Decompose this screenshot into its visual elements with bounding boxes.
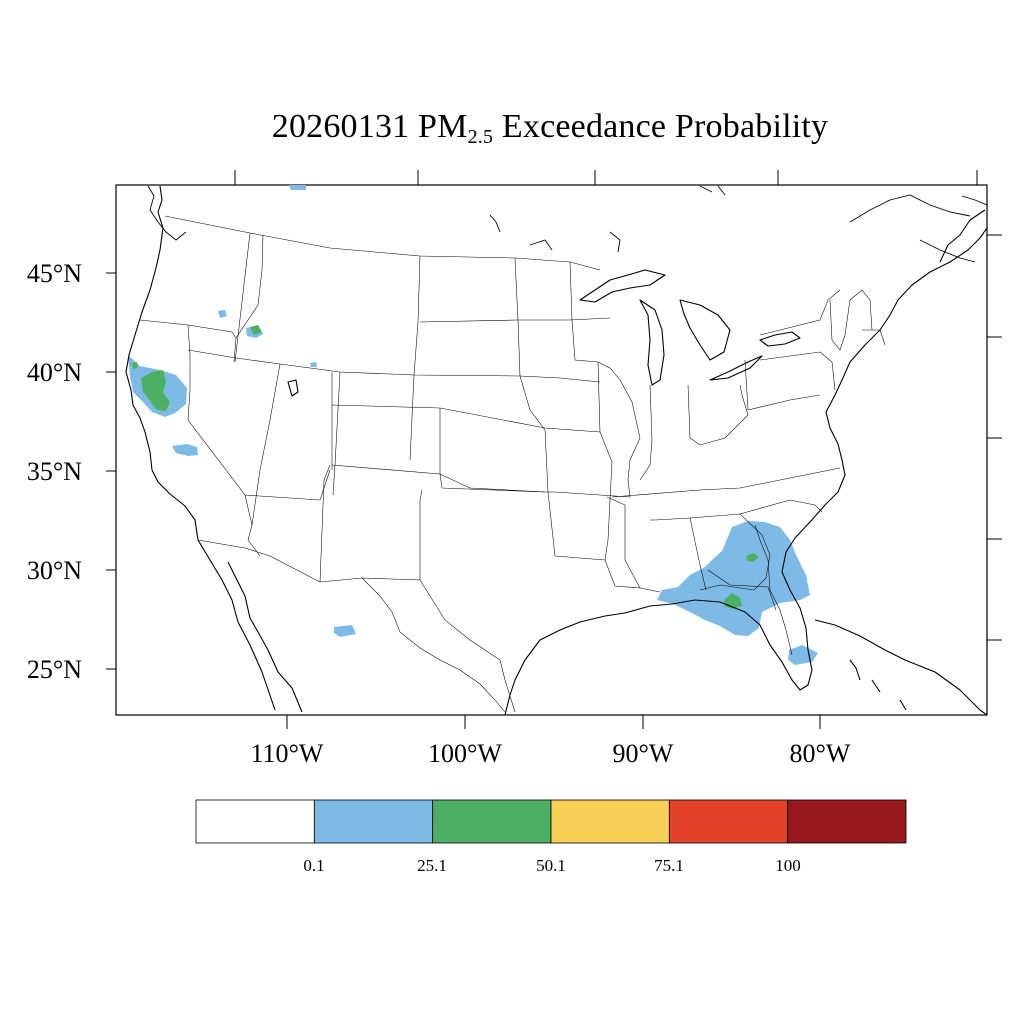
prob-area-mexico bbox=[334, 625, 356, 637]
prob-area-california-core bbox=[141, 370, 170, 411]
coastlines bbox=[125, 185, 987, 715]
lat-label-35: 35°N bbox=[27, 457, 82, 486]
colorbar-segment bbox=[313, 799, 434, 844]
lon-label-100: 100°W bbox=[428, 739, 502, 768]
lat-labels: 45°N 40°N 35°N 30°N 25°N bbox=[27, 259, 82, 684]
baja-coastline bbox=[197, 539, 276, 711]
colorbar-segment bbox=[668, 799, 789, 844]
lat-ticks bbox=[106, 272, 116, 670]
great-lakes-michigan bbox=[639, 299, 665, 386]
great-salt-lake bbox=[287, 379, 299, 397]
baja-east-coastline bbox=[227, 561, 303, 713]
colorbar-label: 0.1 bbox=[303, 856, 324, 875]
mexico-borders bbox=[361, 577, 506, 713]
prob-area-idaho-core bbox=[250, 325, 262, 335]
great-lakes-superior bbox=[579, 269, 666, 303]
gulf-st-lawrence bbox=[939, 209, 986, 263]
prob-area-oregon-spot bbox=[218, 310, 227, 318]
prob-area-southeast bbox=[657, 521, 810, 636]
colorbar-segment bbox=[787, 799, 907, 844]
lat-label-25: 25°N bbox=[27, 655, 82, 684]
colorbar bbox=[195, 799, 907, 844]
colorbar-label: 25.1 bbox=[417, 856, 447, 875]
great-lakes-ontario bbox=[759, 331, 801, 347]
east-coastline bbox=[781, 227, 987, 651]
lon-label-110: 110°W bbox=[251, 739, 324, 768]
lon-label-80: 80°W bbox=[790, 739, 851, 768]
lon-ticks bbox=[286, 715, 821, 729]
lat-label-45: 45°N bbox=[27, 259, 82, 288]
west-coastline bbox=[125, 185, 199, 541]
colorbar-label: 50.1 bbox=[536, 856, 566, 875]
great-lakes-huron bbox=[679, 299, 731, 361]
canada-details bbox=[147, 185, 987, 263]
cuba-outline bbox=[814, 619, 987, 715]
state-borders bbox=[139, 215, 886, 713]
map-content bbox=[125, 185, 987, 715]
gulf-coastline bbox=[504, 599, 813, 715]
prob-area-georgia-core bbox=[746, 553, 759, 562]
colorbar-label: 100 bbox=[775, 856, 801, 875]
prob-areas-low bbox=[128, 185, 818, 665]
colorbar-label: 75.1 bbox=[654, 856, 684, 875]
great-lakes-erie bbox=[709, 355, 763, 381]
lon-label-90: 90°W bbox=[613, 739, 674, 768]
map-frame bbox=[115, 184, 988, 716]
prob-area-canada-spot bbox=[289, 185, 306, 190]
colorbar-segment bbox=[195, 799, 315, 844]
colorbar-segment bbox=[432, 799, 552, 844]
chart-title: 20260131 PM2.5 Exceedance Probability bbox=[0, 108, 1024, 149]
title-suffix: Exceedance Probability bbox=[493, 108, 829, 145]
prob-area-utah-spot bbox=[310, 362, 317, 367]
right-ticks bbox=[987, 234, 1002, 641]
lat-label-30: 30°N bbox=[27, 556, 82, 585]
top-ticks bbox=[234, 170, 978, 185]
prob-area-california-spot bbox=[132, 362, 138, 369]
bahamas bbox=[849, 659, 907, 711]
prob-area-nevada-spot bbox=[172, 444, 198, 456]
lat-label-40: 40°N bbox=[27, 358, 82, 387]
title-prefix: 20260131 PM bbox=[271, 108, 468, 145]
title-subscript: 2.5 bbox=[467, 126, 494, 148]
lon-labels: 110°W 100°W 90°W 80°W bbox=[251, 739, 851, 768]
colorbar-segment bbox=[550, 799, 670, 844]
colorbar-labels: 0.1 25.1 50.1 75.1 100 bbox=[303, 856, 800, 875]
